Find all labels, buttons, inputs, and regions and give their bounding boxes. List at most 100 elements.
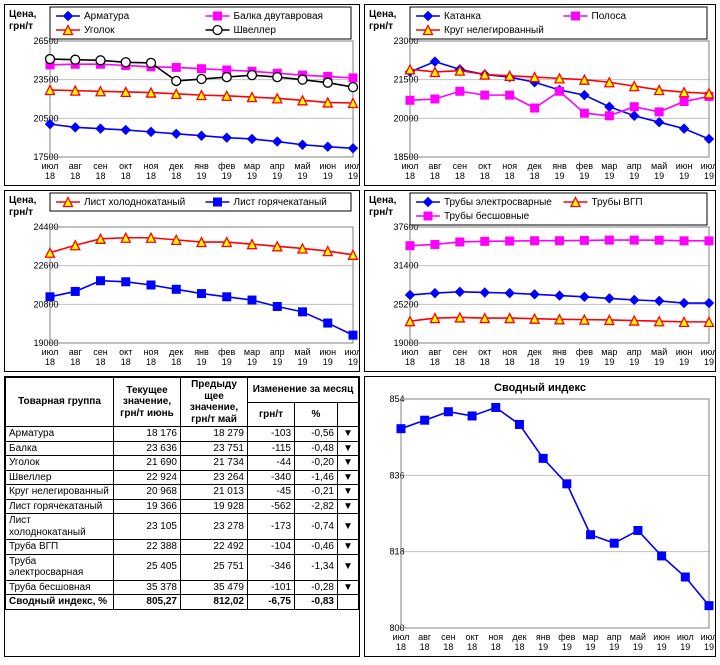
svg-text:20000: 20000 <box>393 113 418 123</box>
svg-text:май: май <box>630 632 646 642</box>
svg-text:авг: авг <box>428 161 442 171</box>
svg-text:19: 19 <box>657 642 667 652</box>
svg-text:18: 18 <box>530 171 540 181</box>
svg-text:июл: июл <box>701 161 715 171</box>
table-row: Уголок21 69021 734-44-0,20▼ <box>6 456 359 471</box>
svg-text:19: 19 <box>654 357 664 367</box>
svg-text:сен: сен <box>93 161 108 171</box>
svg-text:18: 18 <box>171 357 181 367</box>
svg-text:июн: июн <box>319 347 336 357</box>
svg-text:18: 18 <box>505 357 515 367</box>
svg-text:Трубы электросварные: Трубы электросварные <box>444 196 552 208</box>
svg-text:дек: дек <box>527 161 541 171</box>
svg-text:18: 18 <box>455 171 465 181</box>
svg-text:фев: фев <box>576 161 593 171</box>
th-pct: % <box>295 402 338 427</box>
svg-text:19: 19 <box>609 642 619 652</box>
svg-text:19: 19 <box>704 642 714 652</box>
svg-text:19: 19 <box>579 357 589 367</box>
svg-text:18: 18 <box>405 171 415 181</box>
svg-text:мар: мар <box>244 161 260 171</box>
svg-text:18: 18 <box>121 171 131 181</box>
svg-text:19: 19 <box>554 357 564 367</box>
svg-text:сен: сен <box>453 161 468 171</box>
svg-text:ноя: ноя <box>144 347 159 357</box>
table-row: Швеллер22 92423 264-340-1,46▼ <box>6 470 359 485</box>
svg-text:19: 19 <box>272 357 282 367</box>
svg-text:19: 19 <box>323 357 333 367</box>
svg-text:дек: дек <box>527 347 541 357</box>
svg-text:окт: окт <box>478 347 491 357</box>
svg-text:25200: 25200 <box>393 299 418 309</box>
svg-text:янв: янв <box>194 347 209 357</box>
svg-text:18: 18 <box>480 171 490 181</box>
svg-text:июл: июл <box>42 161 59 171</box>
svg-text:18: 18 <box>95 357 105 367</box>
svg-text:сен: сен <box>93 347 108 357</box>
svg-text:18: 18 <box>514 642 524 652</box>
svg-text:18: 18 <box>480 357 490 367</box>
table-row: Лист горячекатаный19 36619 928-562-2,82▼ <box>6 499 359 514</box>
svg-text:грн/т: грн/т <box>9 207 33 218</box>
svg-text:сен: сен <box>441 632 456 642</box>
svg-text:авг: авг <box>428 347 442 357</box>
table-row: Круг нелегированный20 96821 013-45-0,21▼ <box>6 485 359 500</box>
svg-text:июл: июл <box>701 632 715 642</box>
svg-text:18: 18 <box>396 642 406 652</box>
svg-text:18: 18 <box>530 357 540 367</box>
svg-text:19: 19 <box>323 171 333 181</box>
svg-text:18: 18 <box>45 357 55 367</box>
svg-text:апр: апр <box>270 347 285 357</box>
chart-panel-2: 18500200002150023000июл18авг18сен18окт18… <box>364 4 716 186</box>
svg-text:18: 18 <box>455 357 465 367</box>
svg-text:Лист холоднокатаный: Лист холоднокатаный <box>84 197 185 208</box>
th-cur: Текущее значение, грн/т июнь <box>114 378 181 427</box>
svg-text:18: 18 <box>95 171 105 181</box>
svg-text:фев: фев <box>218 161 235 171</box>
svg-text:авг: авг <box>418 632 432 642</box>
svg-text:19: 19 <box>680 642 690 652</box>
svg-text:июл: июл <box>42 347 59 357</box>
svg-text:Круг нелегированный: Круг нелегированный <box>444 25 544 36</box>
price-table: Товарная группа Текущее значение, грн/т … <box>5 377 359 610</box>
svg-text:Трубы бесшовные: Трубы бесшовные <box>444 210 530 222</box>
svg-text:фев: фев <box>576 347 593 357</box>
svg-text:31400: 31400 <box>393 261 418 271</box>
svg-text:июн: июн <box>319 161 336 171</box>
svg-text:ноя: ноя <box>502 347 517 357</box>
svg-text:18: 18 <box>467 642 477 652</box>
svg-text:Цена,: Цена, <box>9 9 37 20</box>
svg-text:июл: июл <box>677 632 694 642</box>
svg-text:19: 19 <box>348 357 358 367</box>
svg-text:23500: 23500 <box>33 75 58 85</box>
svg-text:мар: мар <box>244 347 260 357</box>
svg-text:янв: янв <box>552 161 567 171</box>
svg-text:18: 18 <box>405 357 415 367</box>
svg-text:19: 19 <box>247 171 257 181</box>
table-row: Труба электросварная25 40525 751-346-1,3… <box>6 554 359 580</box>
svg-text:окт: окт <box>119 347 132 357</box>
svg-text:20500: 20500 <box>33 113 58 123</box>
svg-text:19: 19 <box>629 357 639 367</box>
svg-text:апр: апр <box>627 161 642 171</box>
svg-text:июл: июл <box>402 161 419 171</box>
svg-text:836: 836 <box>389 470 404 480</box>
svg-text:18: 18 <box>45 171 55 181</box>
th-abs: грн/т <box>248 402 295 427</box>
svg-text:апр: апр <box>607 632 622 642</box>
svg-text:мар: мар <box>601 161 617 171</box>
svg-text:дек: дек <box>169 347 183 357</box>
svg-text:окт: окт <box>465 632 478 642</box>
svg-text:фев: фев <box>218 347 235 357</box>
svg-text:19: 19 <box>579 171 589 181</box>
svg-text:янв: янв <box>552 347 567 357</box>
svg-text:18: 18 <box>70 171 80 181</box>
page: 17500205002350026500июл18авг18сен18окт18… <box>0 0 720 665</box>
svg-text:Трубы ВГП: Трубы ВГП <box>592 196 643 208</box>
svg-text:мар: мар <box>601 347 617 357</box>
svg-text:19: 19 <box>297 357 307 367</box>
svg-text:19: 19 <box>222 357 232 367</box>
svg-text:июл: июл <box>345 347 359 357</box>
svg-text:дек: дек <box>512 632 526 642</box>
svg-text:июл: июл <box>402 347 419 357</box>
